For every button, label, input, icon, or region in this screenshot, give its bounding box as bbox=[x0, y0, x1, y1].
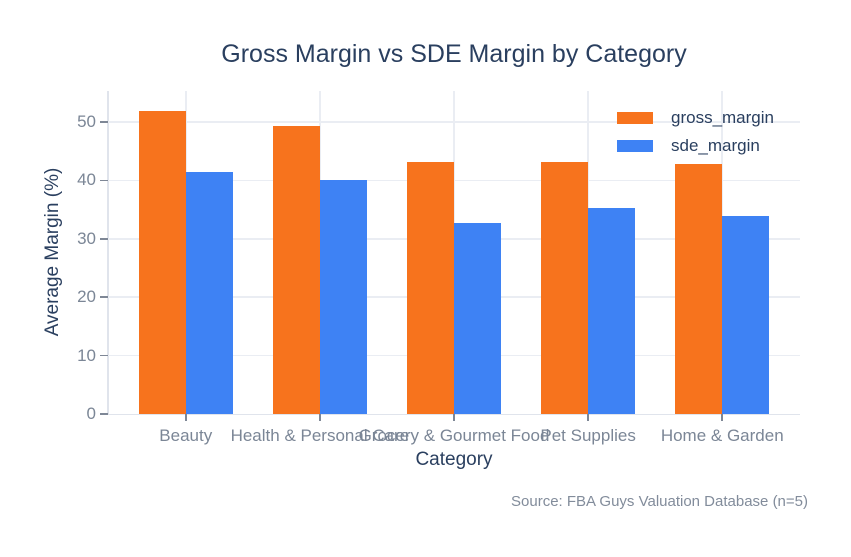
x-tick-label-2: Health & Personal Care bbox=[230, 426, 410, 445]
y-tick-label: 40 bbox=[77, 170, 96, 190]
bar-gross_margin bbox=[675, 164, 723, 414]
y-tick-label: 20 bbox=[77, 287, 96, 307]
x-tick-mark bbox=[185, 414, 187, 421]
x-tick-label-5: Home & Garden bbox=[660, 426, 784, 445]
x-tick-mark bbox=[319, 414, 321, 421]
legend-label-sde_margin: sde_margin bbox=[671, 136, 760, 155]
plot-area: 0 10 20 30 40 50 Beauty Health & Personal Care G… bbox=[77, 91, 800, 445]
x-tick-label-3: Grocery & Gourmet Food bbox=[358, 426, 550, 445]
bar-sde_margin bbox=[185, 172, 233, 414]
x-axis-title: Category bbox=[415, 449, 493, 470]
bar-sde_margin bbox=[722, 216, 770, 414]
x-tick-mark bbox=[721, 414, 723, 421]
y-tick-label: 50 bbox=[77, 111, 96, 131]
legend-swatch-gross_margin bbox=[617, 112, 653, 124]
bar-gross_margin bbox=[138, 110, 186, 414]
x-tick-label-1: Beauty bbox=[159, 426, 213, 445]
bar-sde_margin bbox=[588, 207, 636, 414]
y-tick-label: 30 bbox=[77, 228, 96, 248]
y-tick-mark bbox=[100, 121, 108, 123]
x-tick-mark bbox=[453, 414, 455, 421]
source-annotation: Source: FBA Guys Valuation Database (n=5… bbox=[511, 493, 808, 510]
bar-gross_margin bbox=[541, 162, 589, 414]
bar-gross_margin bbox=[407, 161, 454, 414]
bar-sde_margin bbox=[319, 180, 367, 414]
bar-gross_margin bbox=[272, 126, 320, 414]
y-tick-mark bbox=[100, 238, 108, 240]
legend-item-gross_margin: gross_margin bbox=[617, 105, 774, 131]
bar-sde_margin bbox=[454, 223, 501, 414]
y-axis-title: Average Margin (%) bbox=[42, 167, 63, 337]
y-tick-mark bbox=[100, 296, 108, 298]
x-tick-label-4: Pet Supplies bbox=[540, 426, 636, 445]
y-tick-mark bbox=[100, 179, 108, 182]
x-tick-mark bbox=[587, 414, 589, 421]
y-tick-label: 0 bbox=[86, 404, 96, 423]
legend-swatch-sde_margin bbox=[617, 140, 653, 152]
chart-title: Gross Margin vs SDE Margin by Category bbox=[221, 40, 687, 68]
y-tick-mark bbox=[100, 413, 108, 415]
y-tick-label: 10 bbox=[77, 345, 96, 365]
y-axis-line bbox=[107, 91, 109, 415]
legend-item-sde_margin: sde_margin bbox=[617, 133, 774, 159]
y-tick-mark bbox=[100, 354, 108, 357]
legend-label-gross_margin: gross_margin bbox=[671, 108, 774, 127]
legend: gross_margin sde_margin bbox=[617, 105, 774, 161]
